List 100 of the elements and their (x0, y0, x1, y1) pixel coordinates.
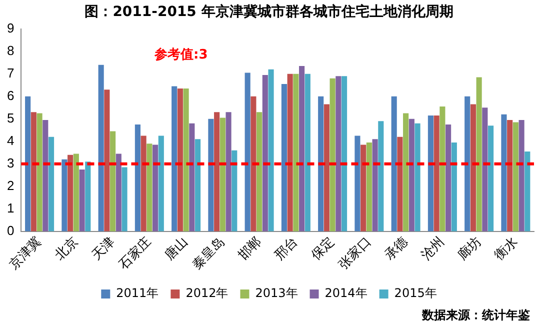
bar (98, 64, 104, 232)
bar (152, 144, 158, 232)
source-note: 数据来源：统计年鉴 (422, 307, 530, 324)
bar (104, 90, 110, 232)
bar (183, 88, 189, 232)
bar (397, 136, 403, 232)
bar (36, 113, 42, 232)
bar (146, 144, 152, 232)
bar (299, 66, 305, 232)
bar (501, 114, 507, 232)
bar (256, 112, 262, 232)
x-tick-label: 衡水 (492, 234, 521, 264)
bar (330, 78, 336, 232)
bar (85, 162, 91, 232)
legend-label: 2013年 (255, 286, 298, 300)
chart-title: 图：2011-2015 年京津冀城市群各城市住宅土地消化周期 (84, 3, 454, 20)
legend-label: 2015年 (394, 286, 437, 300)
bar (110, 131, 116, 232)
legend-label: 2012年 (186, 286, 228, 300)
x-tick-label: 北京 (52, 234, 82, 264)
bar (360, 144, 366, 232)
bar (208, 118, 214, 232)
bar (68, 154, 74, 232)
bar (194, 139, 201, 232)
bar (48, 136, 54, 232)
bar (30, 112, 36, 232)
bar (122, 167, 128, 232)
bar (464, 96, 470, 232)
bar (262, 74, 268, 232)
legend-label: 2011年 (116, 286, 159, 300)
bar (73, 154, 79, 232)
bar (140, 136, 146, 232)
y-tick-label: 2 (6, 178, 14, 193)
x-tick-label: 天津 (89, 234, 118, 264)
y-tick-label: 3 (6, 155, 14, 170)
y-tick-label: 1 (6, 200, 14, 216)
bar (408, 118, 414, 232)
x-tick-label: 唐山 (162, 234, 192, 264)
bar (42, 120, 48, 232)
bar (512, 122, 518, 232)
bar (488, 126, 494, 232)
x-tick-label: 保定 (308, 234, 338, 264)
bar (434, 115, 440, 232)
bar (378, 121, 384, 232)
bar (232, 150, 238, 232)
bar (214, 112, 220, 232)
bar (336, 76, 342, 232)
bar (318, 96, 324, 232)
bar (507, 120, 513, 232)
y-tick-label: 9 (6, 20, 14, 36)
bar (524, 151, 530, 232)
y-tick-label: 4 (6, 132, 14, 148)
y-tick-label: 8 (6, 42, 14, 58)
bar (518, 120, 524, 232)
bar (372, 139, 378, 232)
bar (134, 124, 140, 232)
bar (354, 136, 360, 232)
ref-line-label: 参考值:3 (154, 46, 208, 63)
bar (482, 108, 488, 232)
bar (220, 118, 226, 232)
bar (428, 115, 434, 232)
bar (391, 96, 397, 232)
bar (440, 106, 446, 232)
bar (189, 123, 195, 232)
bar (25, 96, 31, 232)
bar (293, 74, 299, 232)
bar (403, 113, 409, 232)
bar (366, 142, 372, 232)
bar (304, 74, 310, 232)
bar (287, 74, 293, 232)
bar (414, 123, 420, 232)
bar (79, 169, 85, 232)
bar (158, 136, 164, 232)
x-tick-label: 邢台 (272, 234, 302, 264)
x-tick-label: 邯郸 (236, 234, 265, 264)
bar (324, 104, 330, 232)
bar (281, 84, 287, 232)
x-tick-label: 秦皇岛 (190, 234, 228, 273)
bar (451, 142, 457, 232)
bar (226, 112, 232, 232)
bar (470, 104, 476, 232)
bar (62, 159, 68, 232)
legend-label: 2014年 (324, 286, 368, 300)
bar (446, 124, 452, 232)
bar (268, 69, 274, 232)
y-tick-label: 5 (6, 110, 14, 126)
y-tick-label: 7 (6, 65, 14, 80)
x-tick-label: 张家口 (336, 234, 374, 273)
x-tick-label: 廊坊 (454, 234, 484, 264)
bar (341, 76, 348, 232)
bar (172, 86, 178, 232)
bar (116, 154, 122, 232)
x-tick-label: 承德 (382, 234, 412, 264)
bar (244, 72, 250, 232)
x-tick-label: 沧州 (418, 234, 448, 264)
bar (250, 96, 256, 232)
bar (177, 88, 183, 232)
x-tick-label: 石家庄 (116, 234, 155, 273)
y-tick-label: 6 (6, 88, 14, 103)
bar (476, 77, 482, 232)
